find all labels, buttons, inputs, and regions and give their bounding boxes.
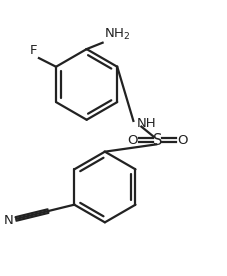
Text: S: S (152, 133, 161, 148)
Text: NH$_2$: NH$_2$ (103, 27, 130, 42)
Text: F: F (30, 44, 37, 57)
Text: O: O (176, 134, 187, 147)
Text: N: N (4, 214, 14, 227)
Text: O: O (126, 134, 137, 147)
Text: NH: NH (136, 117, 156, 130)
